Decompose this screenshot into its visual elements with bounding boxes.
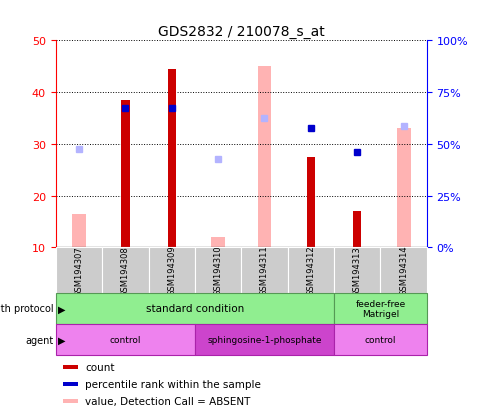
Text: sphingosine-1-phosphate: sphingosine-1-phosphate bbox=[207, 335, 321, 344]
Bar bbox=[63, 399, 78, 403]
Bar bbox=[333, 248, 379, 293]
Text: count: count bbox=[85, 363, 115, 373]
Bar bbox=[333, 324, 426, 355]
Text: value, Detection Call = ABSENT: value, Detection Call = ABSENT bbox=[85, 396, 250, 406]
Text: percentile rank within the sample: percentile rank within the sample bbox=[85, 379, 261, 389]
Bar bbox=[306, 157, 315, 248]
Bar bbox=[63, 382, 78, 386]
Bar bbox=[195, 324, 333, 355]
Bar bbox=[167, 70, 176, 248]
Bar bbox=[379, 248, 426, 293]
Bar bbox=[121, 101, 129, 248]
Text: feeder-free
Matrigel: feeder-free Matrigel bbox=[355, 299, 405, 318]
Text: GSM194313: GSM194313 bbox=[352, 245, 361, 296]
Text: GSM194307: GSM194307 bbox=[75, 245, 83, 296]
Text: control: control bbox=[364, 335, 395, 344]
Bar bbox=[56, 324, 195, 355]
Text: standard condition: standard condition bbox=[146, 304, 243, 314]
Bar bbox=[63, 366, 78, 370]
Bar bbox=[56, 248, 102, 293]
Text: GSM194314: GSM194314 bbox=[398, 245, 407, 296]
Text: agent: agent bbox=[25, 335, 53, 345]
Bar bbox=[148, 248, 195, 293]
Bar bbox=[333, 293, 426, 324]
Text: GSM194308: GSM194308 bbox=[121, 245, 130, 296]
Bar bbox=[396, 129, 410, 248]
Bar bbox=[257, 67, 271, 248]
Bar bbox=[287, 248, 333, 293]
Text: ▶: ▶ bbox=[58, 335, 65, 345]
Bar bbox=[211, 237, 225, 248]
Text: GSM194312: GSM194312 bbox=[306, 245, 315, 296]
Text: GSM194309: GSM194309 bbox=[167, 245, 176, 296]
Bar bbox=[241, 248, 287, 293]
Bar bbox=[195, 248, 241, 293]
Text: rank, Detection Call = ABSENT: rank, Detection Call = ABSENT bbox=[85, 412, 245, 413]
Title: GDS2832 / 210078_s_at: GDS2832 / 210078_s_at bbox=[158, 25, 324, 39]
Text: ▶: ▶ bbox=[58, 304, 65, 314]
Bar bbox=[56, 293, 333, 324]
Bar bbox=[352, 211, 361, 248]
Bar bbox=[102, 248, 148, 293]
Text: control: control bbox=[109, 335, 141, 344]
Text: growth protocol: growth protocol bbox=[0, 304, 53, 314]
Bar bbox=[72, 214, 86, 248]
Text: GSM194311: GSM194311 bbox=[259, 245, 269, 296]
Text: GSM194310: GSM194310 bbox=[213, 245, 222, 296]
